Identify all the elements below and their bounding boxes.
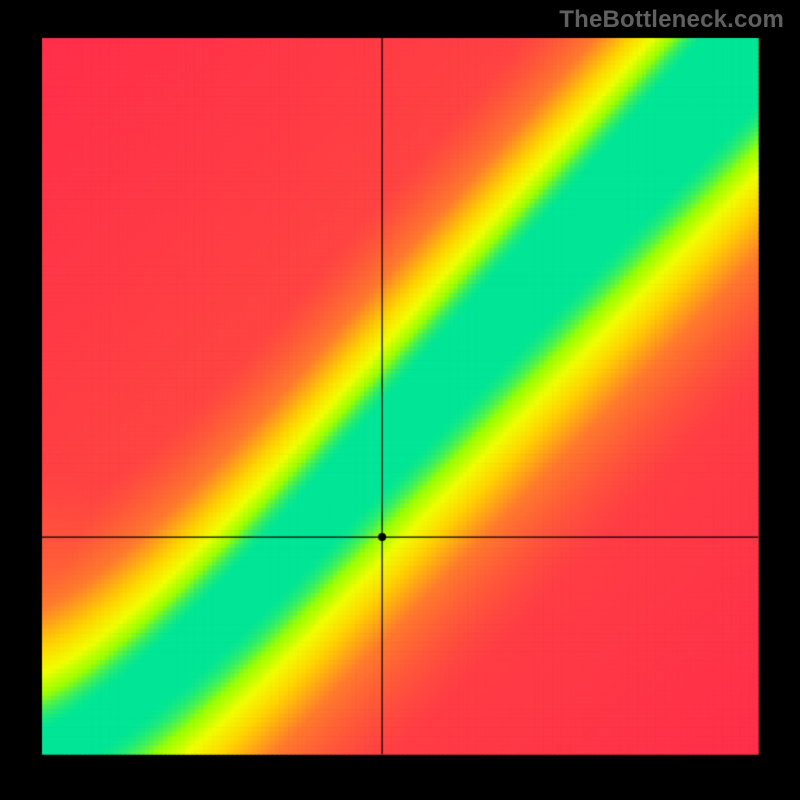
bottleneck-heatmap [0,0,800,800]
watermark-text: TheBottleneck.com [559,6,784,34]
